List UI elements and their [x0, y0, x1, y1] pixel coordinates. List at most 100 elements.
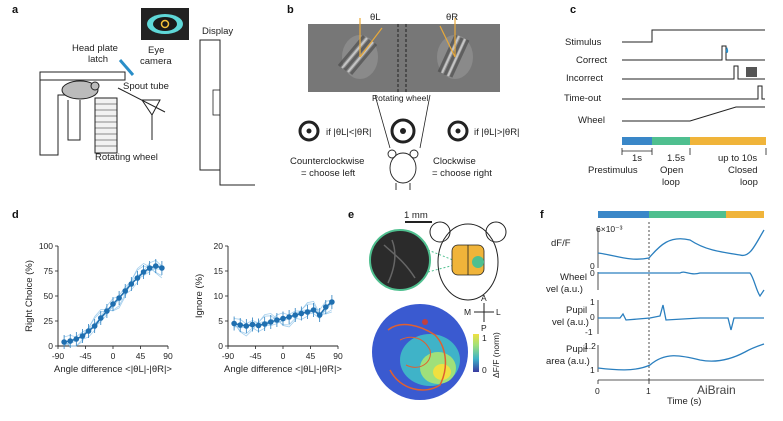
pupil-area-label-2: area (a.u.)	[546, 356, 590, 367]
data-point	[255, 322, 262, 329]
y-tick-label: 0	[48, 341, 53, 351]
timing-ticks	[621, 148, 767, 155]
compass-a: A	[481, 293, 487, 303]
data-point	[292, 312, 299, 318]
data-point	[79, 333, 86, 339]
rotating-wheel-label-a: Rotating wheel	[95, 152, 158, 163]
panel-b: b θL θR Rotating wheel if	[287, 4, 520, 190]
rig-drawing	[39, 59, 166, 156]
pupil-vel-trace	[598, 304, 764, 331]
view-lines	[374, 94, 431, 149]
x-tick-label: 45	[306, 351, 316, 361]
dff-zero: 0	[590, 261, 595, 271]
data-point	[146, 265, 153, 271]
y-tick-label: 50	[44, 291, 54, 301]
row-label-incorrect: Incorrect	[566, 73, 603, 84]
f-xlabel: Time (s)	[667, 396, 701, 407]
data-point	[116, 295, 122, 301]
phase-bar-closed	[690, 137, 766, 145]
water-drop-icon	[725, 47, 729, 53]
x-tick-label: -90	[52, 351, 65, 361]
axis-lines	[227, 246, 338, 347]
colorbar: 1 0 ΔF/F (norm)	[473, 332, 501, 378]
brain-window-image	[369, 229, 431, 291]
colorbar-bottom: 0	[482, 365, 487, 375]
pupil-area-lo: 1	[590, 365, 595, 375]
row-label-correct: Correct	[576, 55, 608, 66]
row-label-wheel: Wheel	[578, 115, 605, 126]
colorbar-top: 1	[482, 333, 487, 343]
data-point	[140, 269, 147, 275]
pupil-vel-1: 1	[590, 297, 595, 307]
x-tick-label: -45	[249, 351, 262, 361]
scale-bar-label: 1 mm	[404, 210, 428, 221]
head-plate-label-2: latch	[88, 54, 108, 65]
x-tick-label: 45	[136, 351, 146, 361]
phase-bar-open	[652, 137, 690, 145]
dff-trace	[597, 229, 765, 260]
data-point	[304, 309, 311, 315]
data-point	[329, 299, 335, 305]
y-tick-label: 25	[44, 316, 54, 326]
data-point	[67, 338, 74, 344]
panel-letter-c: c	[570, 4, 576, 16]
phase-prestimulus-label: Prestimulus	[588, 165, 638, 176]
f-x0: 0	[595, 386, 600, 396]
x-tick-label: 90	[333, 351, 343, 361]
y-tick-label: 15	[214, 266, 224, 276]
pupil-area-hi: 1.2	[584, 341, 596, 351]
pupil-vel-label-2: vel (a.u.)	[552, 317, 589, 328]
panel-letter-e: e	[348, 209, 354, 221]
data-point	[267, 319, 274, 325]
y-tick-label: 20	[214, 241, 224, 251]
compass-m: M	[464, 307, 471, 317]
watermark-text: AiBrain	[697, 383, 736, 397]
pupil-vel-label-1: Pupil	[566, 305, 587, 316]
data-point	[73, 336, 80, 342]
f-x1: 1	[646, 386, 651, 396]
cortex-map	[372, 304, 468, 400]
y-tick-label: 75	[44, 266, 54, 276]
data-point	[310, 307, 317, 313]
data-point	[280, 315, 286, 322]
y-axis-label: Right Choice (%)	[24, 260, 35, 332]
panel-e: e 1 mm A P M L	[348, 209, 507, 400]
data-point	[104, 308, 110, 314]
ccw-label-1: Counterclockwise	[290, 156, 364, 167]
panel-letter-b: b	[287, 4, 294, 16]
wheel-zero: 0	[590, 268, 595, 278]
y-tick-label: 100	[39, 241, 53, 251]
pupil-vel-0: 0	[590, 312, 595, 322]
data-point	[322, 304, 329, 310]
phase-open-label-1: Open	[660, 165, 683, 176]
data-point	[61, 339, 67, 345]
f-bar-closed	[726, 211, 764, 218]
condition-left: if |θL|<|θR|	[326, 127, 372, 138]
data-point	[274, 317, 280, 323]
x-tick-label: 0	[281, 351, 286, 361]
phase-open-label-2: loop	[662, 177, 680, 188]
t1-label: 1s	[632, 153, 642, 164]
y-axis-label: Ignore (%)	[194, 274, 205, 318]
x-tick-label: -90	[222, 351, 235, 361]
y-tick-label: 5	[218, 316, 223, 326]
panel-letter-a: a	[12, 4, 19, 16]
wheel-vel-label-2: vel (a.u.)	[546, 284, 583, 295]
ccw-label-2: = choose left	[301, 168, 355, 179]
data-point	[237, 322, 244, 328]
phase-bar-prestimulus	[622, 137, 652, 145]
eye-image	[141, 8, 189, 40]
t3-label: up to 10s	[718, 153, 757, 164]
data-point	[97, 315, 104, 321]
display-label: Display	[202, 26, 233, 37]
mouse-head-drawing	[429, 221, 507, 301]
pupil-area-label-1: Pupil	[566, 344, 587, 355]
mouse-top-view	[387, 149, 419, 190]
phase-closed-label-2: loop	[740, 177, 758, 188]
compass: A P M L	[464, 293, 501, 333]
data-point	[128, 281, 135, 287]
data-point	[286, 314, 292, 320]
data-point	[91, 323, 98, 329]
wheel-trace	[598, 271, 765, 298]
f-bar-open	[649, 211, 726, 218]
